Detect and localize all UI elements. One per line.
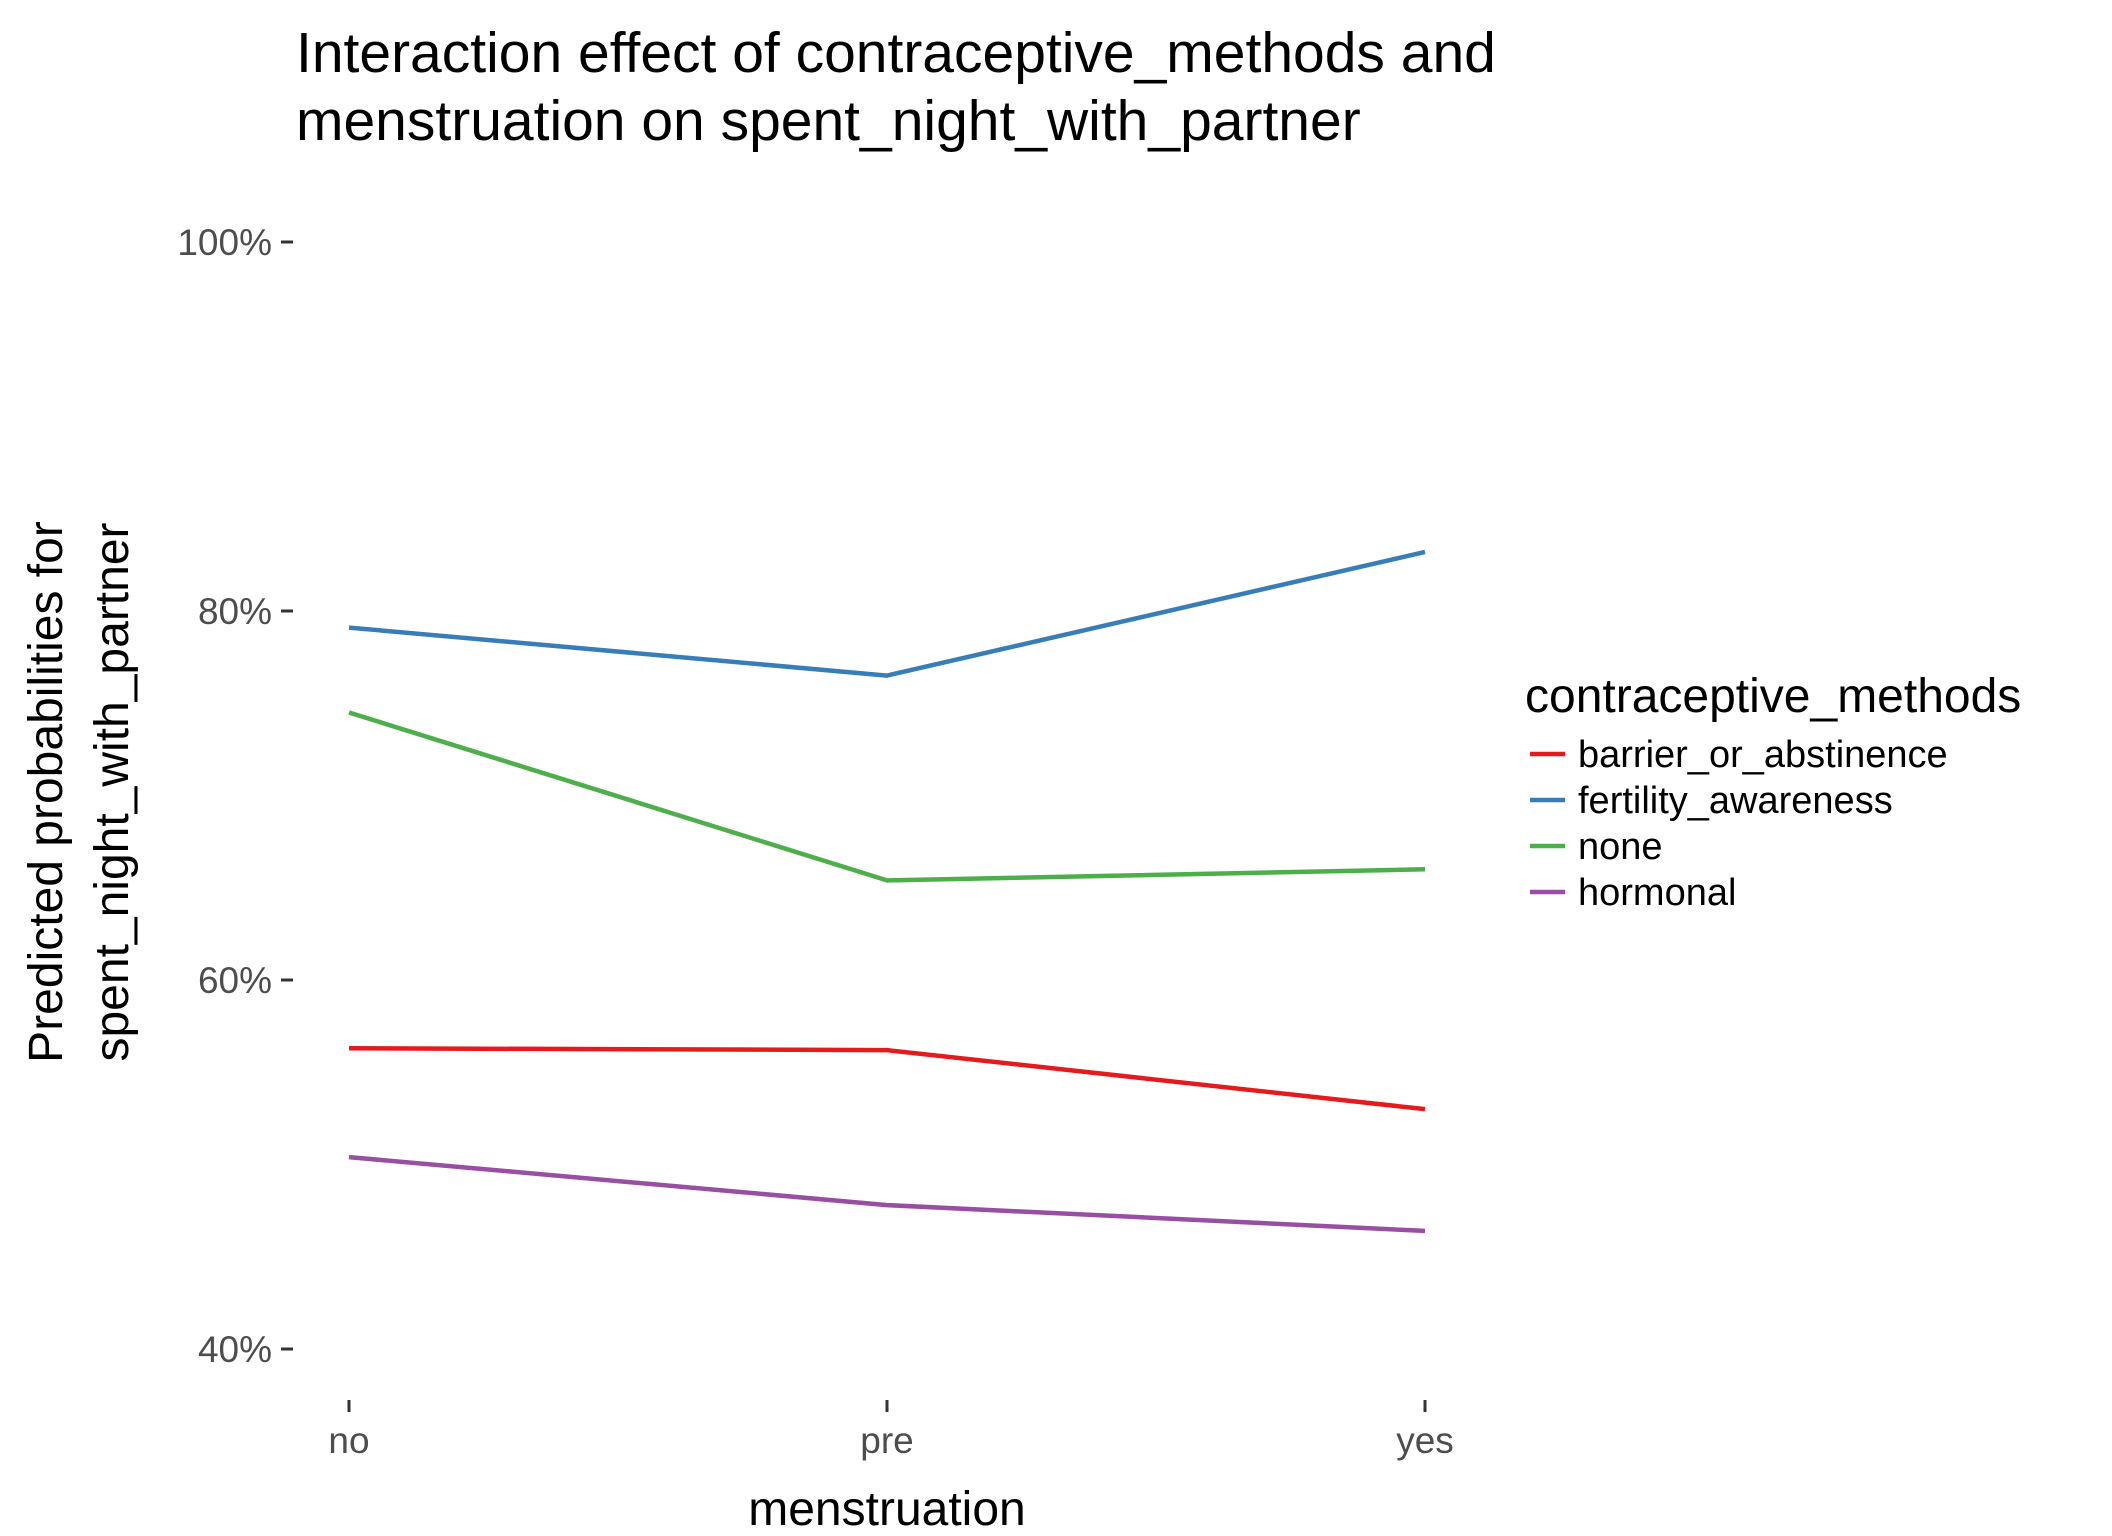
series-line-hormonal — [348, 1154, 1426, 1234]
x-axis: no pre yes — [328, 1400, 1454, 1461]
y-axis-title-line-2: spent_night_with_partner — [86, 522, 139, 1061]
legend-label: hormonal — [1578, 872, 1736, 914]
legend: contraceptive_methods barrier_or_abstine… — [1525, 670, 2021, 914]
x-tick-label-pre: pre — [860, 1420, 913, 1461]
chart-title-line-1: Interaction effect of contraceptive_meth… — [296, 21, 1496, 85]
y-axis: 40% 60% 80% 100% — [177, 222, 293, 1370]
y-tick-label: 60% — [198, 960, 272, 1001]
series-line-fertility_awareness — [348, 549, 1426, 678]
series-layer — [348, 549, 1426, 1234]
chart-title-line-2: menstruation on spent_night_with_partner — [296, 89, 1361, 153]
y-tick-label: 100% — [177, 222, 272, 263]
legend-item-none: none — [1530, 826, 1663, 868]
legend-item-barrier_or_abstinence: barrier_or_abstinence — [1530, 734, 1948, 776]
y-tick-label: 80% — [198, 591, 272, 632]
x-tick-label-yes: yes — [1396, 1420, 1454, 1461]
y-axis-title-line-1: Predicted probabilities for — [20, 521, 73, 1063]
y-tick-label: 40% — [198, 1329, 272, 1370]
series-line-none — [348, 710, 1426, 883]
legend-title: contraceptive_methods — [1525, 670, 2021, 723]
legend-label: barrier_or_abstinence — [1578, 734, 1948, 776]
chart-title: Interaction effect of contraceptive_meth… — [296, 21, 1496, 153]
y-axis-title: Predicted probabilities for spent_night_… — [20, 521, 139, 1063]
x-tick-label-no: no — [328, 1420, 369, 1461]
legend-label: fertility_awareness — [1578, 780, 1893, 822]
legend-item-hormonal: hormonal — [1530, 872, 1736, 914]
series-line-barrier_or_abstinence — [348, 1046, 1426, 1112]
legend-label: none — [1578, 826, 1663, 868]
legend-item-fertility_awareness: fertility_awareness — [1530, 780, 1893, 822]
x-axis-title: menstruation — [748, 1483, 1025, 1536]
